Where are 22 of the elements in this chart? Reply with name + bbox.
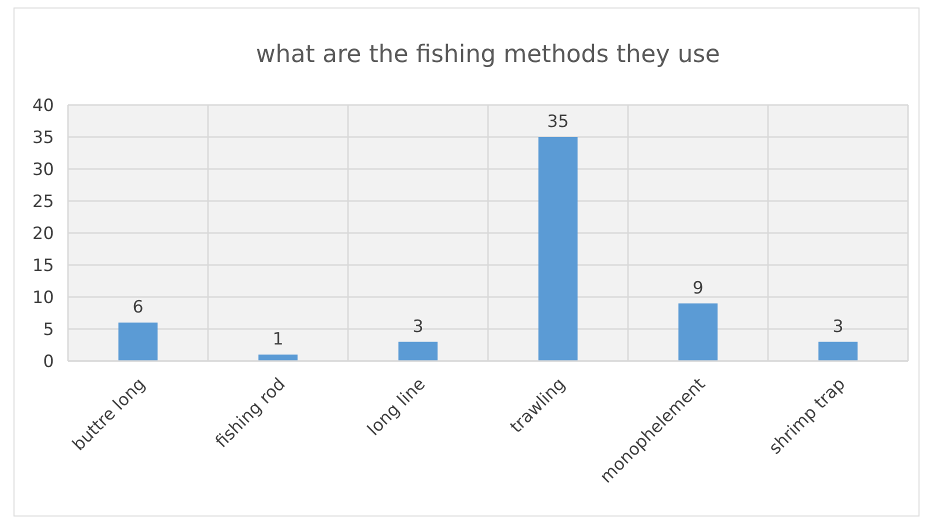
bar (258, 354, 298, 361)
chart-title: what are the fishing methods they use (256, 40, 720, 68)
data-label: 3 (412, 316, 424, 337)
bar (118, 322, 158, 361)
data-label: 6 (132, 298, 144, 318)
y-tick-label: 40 (32, 96, 54, 116)
bar (678, 303, 718, 361)
y-tick-label: 25 (32, 192, 54, 212)
y-tick-label: 35 (32, 128, 54, 148)
bar (538, 137, 578, 361)
data-label: 1 (272, 330, 284, 350)
bar (818, 342, 858, 361)
y-tick-label: 30 (32, 160, 54, 180)
data-label: 3 (832, 316, 844, 337)
y-tick-label: 20 (32, 224, 54, 244)
bar (398, 342, 438, 361)
y-tick-label: 15 (32, 256, 54, 276)
y-tick-label: 10 (32, 288, 54, 308)
y-tick-label: 5 (43, 320, 54, 340)
data-label: 35 (547, 112, 569, 132)
data-label: 9 (692, 278, 704, 298)
y-tick-label: 0 (43, 352, 54, 372)
